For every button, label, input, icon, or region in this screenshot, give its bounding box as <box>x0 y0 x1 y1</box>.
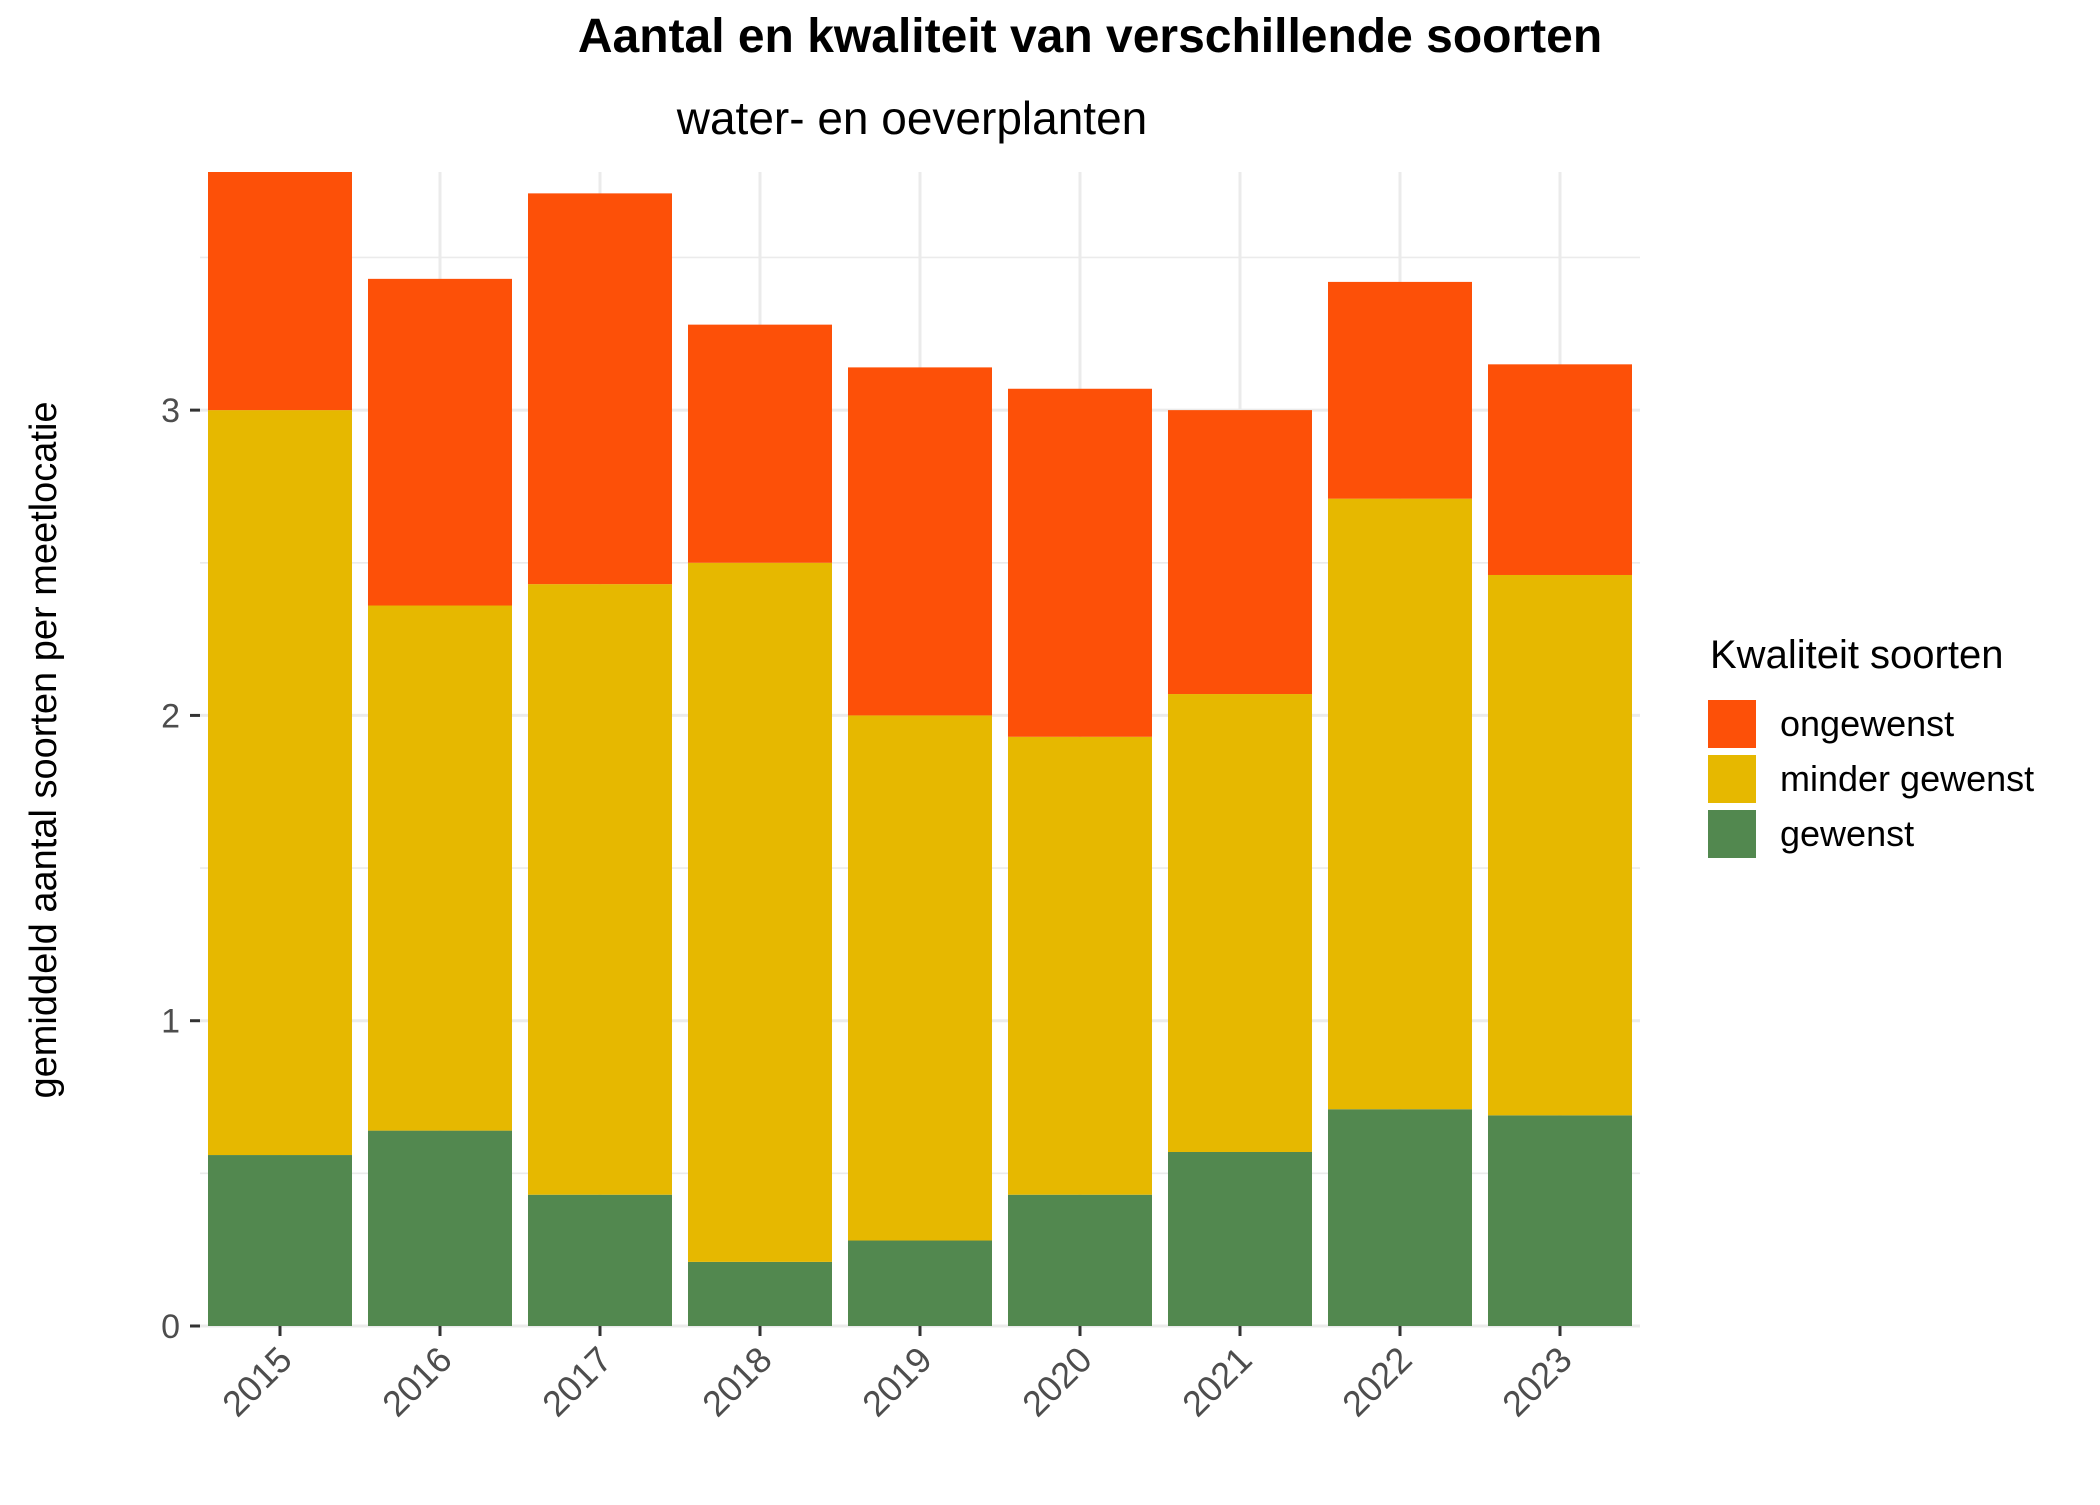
x-axis: 2015 2016 2017 2018 2019 2020 2021 2022 2023 <box>214 1326 1580 1424</box>
bar-ongewenst-2018 <box>688 324 832 563</box>
x-tick-label: 2018 <box>694 1339 780 1425</box>
bar-minder-gewenst-2015 <box>208 410 352 1156</box>
legend: Kwaliteit soorten ongewenst minder gewens… <box>1708 633 2034 858</box>
bar-gewenst-2021 <box>1168 1151 1312 1326</box>
x-tick-label: 2015 <box>214 1339 300 1425</box>
x-tick-label: 2023 <box>1494 1339 1580 1425</box>
y-axis-label: gemiddeld aantal soorten per meetlocatie <box>23 401 65 1098</box>
bar-minder-gewenst-2017 <box>528 584 672 1195</box>
bar-minder-gewenst-2019 <box>848 715 992 1241</box>
bars <box>208 172 1632 1326</box>
bar-ongewenst-2017 <box>528 193 672 585</box>
bar-gewenst-2020 <box>1008 1194 1152 1326</box>
x-tick-label: 2021 <box>1174 1339 1260 1425</box>
bar-ongewenst-2015 <box>208 172 352 411</box>
legend-swatch-ongewenst <box>1708 700 1756 748</box>
x-tick-label: 2016 <box>374 1339 460 1425</box>
legend-swatch-gewenst <box>1708 810 1756 858</box>
bar-minder-gewenst-2018 <box>688 562 832 1262</box>
y-tick-label: 1 <box>161 1003 180 1041</box>
legend-swatch-minder-gewenst <box>1708 755 1756 803</box>
bar-minder-gewenst-2021 <box>1168 694 1312 1152</box>
x-tick-label: 2022 <box>1334 1339 1420 1425</box>
legend-label-gewenst: gewenst <box>1780 813 1914 854</box>
bar-ongewenst-2023 <box>1488 364 1632 575</box>
x-tick-label: 2019 <box>854 1339 940 1425</box>
y-tick-label: 2 <box>161 697 180 735</box>
y-tick-label: 0 <box>161 1308 180 1346</box>
bar-gewenst-2016 <box>368 1130 512 1326</box>
legend-label-ongewenst: ongewenst <box>1780 703 1954 744</box>
bar-gewenst-2019 <box>848 1240 992 1326</box>
bar-gewenst-2023 <box>1488 1115 1632 1326</box>
bar-minder-gewenst-2023 <box>1488 574 1632 1116</box>
bar-minder-gewenst-2022 <box>1328 498 1472 1110</box>
x-tick-label: 2017 <box>534 1339 620 1425</box>
bar-ongewenst-2016 <box>368 278 512 606</box>
bar-gewenst-2015 <box>208 1155 352 1326</box>
legend-label-minder-gewenst: minder gewenst <box>1780 758 2034 799</box>
x-tick-label: 2020 <box>1014 1339 1100 1425</box>
y-axis: 0 1 2 3 <box>161 392 200 1346</box>
bar-ongewenst-2019 <box>848 367 992 716</box>
bar-gewenst-2018 <box>688 1261 832 1326</box>
chart-title: Aantal en kwaliteit van verschillende so… <box>578 10 1602 63</box>
bar-minder-gewenst-2016 <box>368 605 512 1131</box>
legend-title: Kwaliteit soorten <box>1710 633 2003 677</box>
bar-minder-gewenst-2020 <box>1008 736 1152 1195</box>
bar-gewenst-2017 <box>528 1194 672 1326</box>
bar-gewenst-2022 <box>1328 1109 1472 1326</box>
chart-subtitle: water- en oeverplanten <box>676 92 1148 144</box>
y-tick-label: 3 <box>161 392 180 430</box>
bar-ongewenst-2021 <box>1168 410 1312 695</box>
bar-ongewenst-2020 <box>1008 388 1152 737</box>
bar-ongewenst-2022 <box>1328 281 1472 499</box>
